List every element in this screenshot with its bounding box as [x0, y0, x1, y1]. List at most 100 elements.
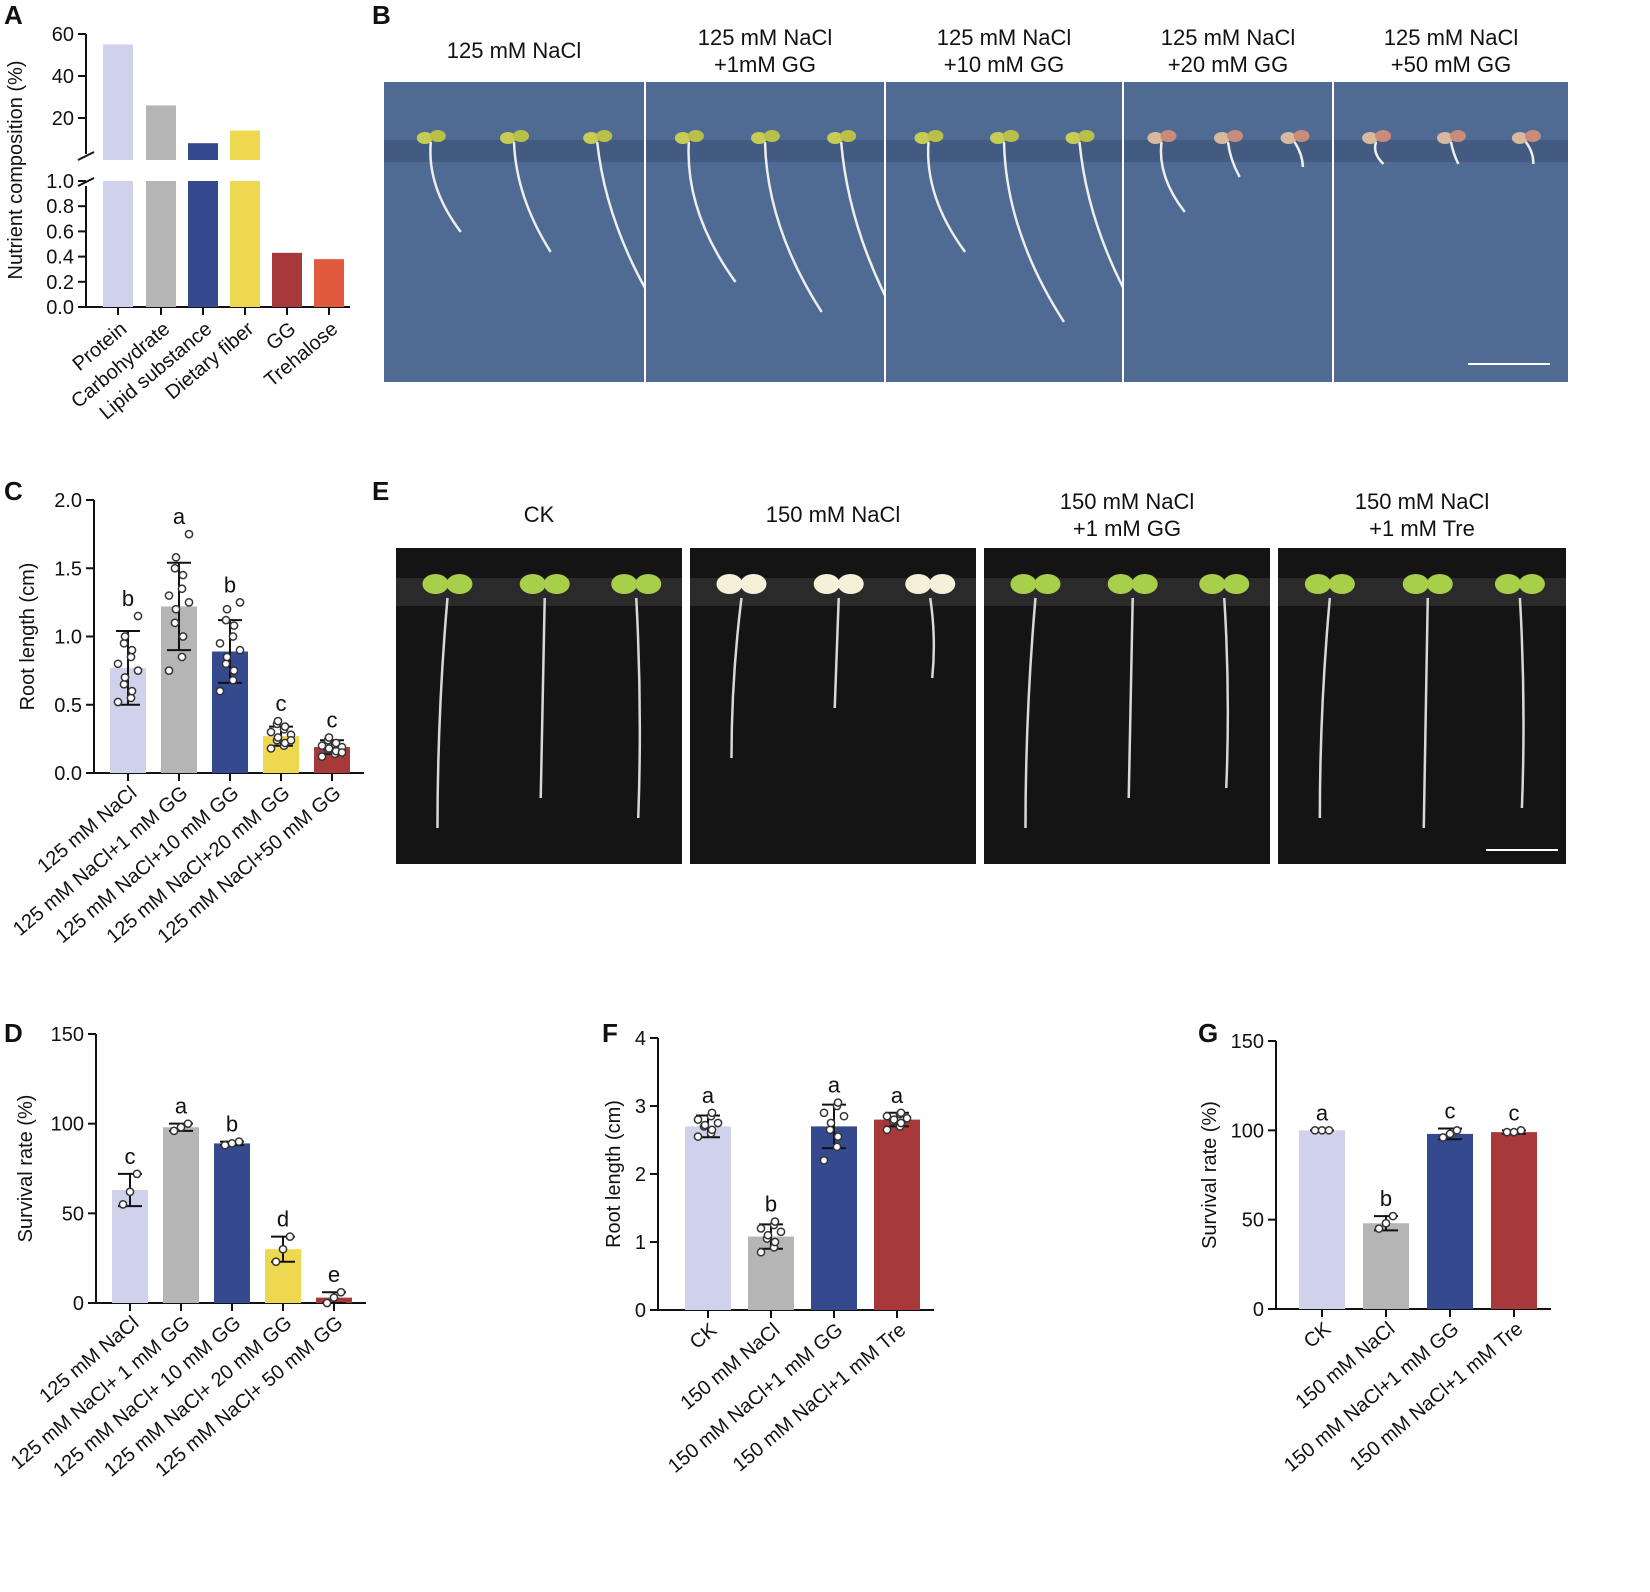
cotyledon: [764, 130, 780, 142]
data-point: [229, 621, 239, 630]
data-point: [170, 618, 180, 628]
significance-letter: e: [328, 1262, 340, 1287]
root: [1524, 141, 1535, 165]
cotyledon: [1227, 130, 1243, 142]
data-point: [763, 1230, 773, 1240]
data-point: [127, 645, 137, 655]
plate-shadow: [1124, 140, 1332, 162]
caption-line: 125 mM NaCl: [936, 25, 1072, 50]
y-tick-label: 0.0: [46, 297, 74, 319]
y-tick-label: 2.0: [54, 490, 82, 512]
data-point: [176, 1122, 186, 1132]
root: [1318, 597, 1332, 819]
data-point: [1374, 1224, 1384, 1233]
seedling-drawing: [1124, 130, 1332, 213]
seedling-drawing: [396, 574, 682, 829]
cotyledon: [716, 574, 743, 594]
panel-label-d: D: [4, 1018, 23, 1048]
significance-letter: c: [1445, 1099, 1456, 1124]
caption-line: 125 mM NaCl: [1383, 25, 1519, 50]
cotyledon: [1223, 574, 1250, 594]
data-point: [234, 1137, 244, 1146]
data-point: [826, 1118, 836, 1128]
significance-letter: a: [828, 1073, 841, 1098]
data-point: [882, 1125, 892, 1135]
cotyledon: [429, 130, 446, 142]
root: [926, 141, 967, 253]
data-point: [266, 727, 276, 737]
caption-line: 150 mM NaCl: [1059, 489, 1195, 514]
condition-caption: 125 mM NaCl: [384, 37, 644, 64]
data-point: [169, 1126, 179, 1136]
y-tick-label: 0: [1253, 1299, 1264, 1321]
data-point: [118, 1200, 128, 1209]
data-point: [120, 673, 130, 682]
data-point: [825, 1125, 835, 1135]
cotyledon: [519, 574, 546, 594]
data-point: [235, 645, 245, 655]
significance-letter: c: [276, 691, 287, 716]
data-point: [164, 666, 174, 675]
y-tick-label: 2: [635, 1164, 646, 1186]
data-point: [1310, 1125, 1320, 1135]
data-point: [756, 1247, 766, 1257]
bar: [1491, 1132, 1537, 1309]
root: [1226, 141, 1241, 178]
data-point: [227, 1139, 237, 1148]
condition-caption: 125 mM NaCl +10 mM GG: [886, 24, 1122, 78]
root: [1222, 597, 1230, 789]
seedling-image: [1278, 548, 1566, 864]
cotyledon: [635, 574, 662, 594]
cotyledon: [813, 574, 840, 594]
data-point: [337, 748, 347, 757]
significance-letter: b: [765, 1192, 777, 1217]
caption-line: +1 mM GG: [1072, 516, 1182, 541]
bar: [112, 1190, 148, 1303]
cotyledon: [1293, 130, 1310, 142]
data-point: [221, 615, 231, 625]
data-point: [1445, 1129, 1455, 1139]
data-point: [707, 1108, 717, 1118]
data-point: [171, 604, 181, 614]
y-tick-label: 0.5: [54, 695, 82, 717]
root: [512, 141, 552, 253]
data-point: [285, 1232, 295, 1241]
axis-break: [77, 151, 95, 161]
data-point: [1317, 1125, 1327, 1135]
significance-letter: b: [122, 586, 134, 611]
data-point: [713, 1118, 723, 1128]
data-point: [132, 1169, 142, 1179]
root: [429, 141, 462, 233]
root: [763, 141, 823, 313]
data-point: [1438, 1133, 1448, 1142]
y-tick-label: 50: [62, 1203, 84, 1225]
bar: [874, 1119, 920, 1310]
cotyledon: [929, 574, 956, 594]
y-tick-label: 0.6: [46, 221, 74, 243]
y-tick-label: 0: [635, 1300, 646, 1322]
cotyledon: [1280, 132, 1297, 144]
cotyledon: [1524, 130, 1541, 142]
bar: [1427, 1133, 1473, 1309]
y-axis-label: Root length (cm): [603, 1100, 625, 1248]
data-point: [819, 1156, 829, 1165]
root: [436, 597, 449, 829]
y-tick-label: 1.0: [54, 627, 82, 649]
data-point: [324, 744, 334, 753]
root: [839, 141, 884, 297]
data-point: [329, 1293, 339, 1302]
data-point: [113, 659, 123, 669]
bar: [163, 1127, 199, 1303]
data-point: [331, 738, 341, 748]
data-point: [235, 598, 245, 607]
data-point: [317, 741, 327, 751]
cotyledon: [1131, 574, 1158, 594]
y-tick-label: 100: [51, 1114, 84, 1136]
data-point: [228, 632, 238, 641]
significance-letter: a: [1316, 1100, 1329, 1125]
x-tick-label: CK: [1300, 1318, 1336, 1353]
cotyledon: [543, 574, 570, 594]
data-point: [125, 1187, 135, 1197]
y-tick-label: 0.4: [46, 247, 74, 269]
data-point: [819, 1108, 829, 1118]
